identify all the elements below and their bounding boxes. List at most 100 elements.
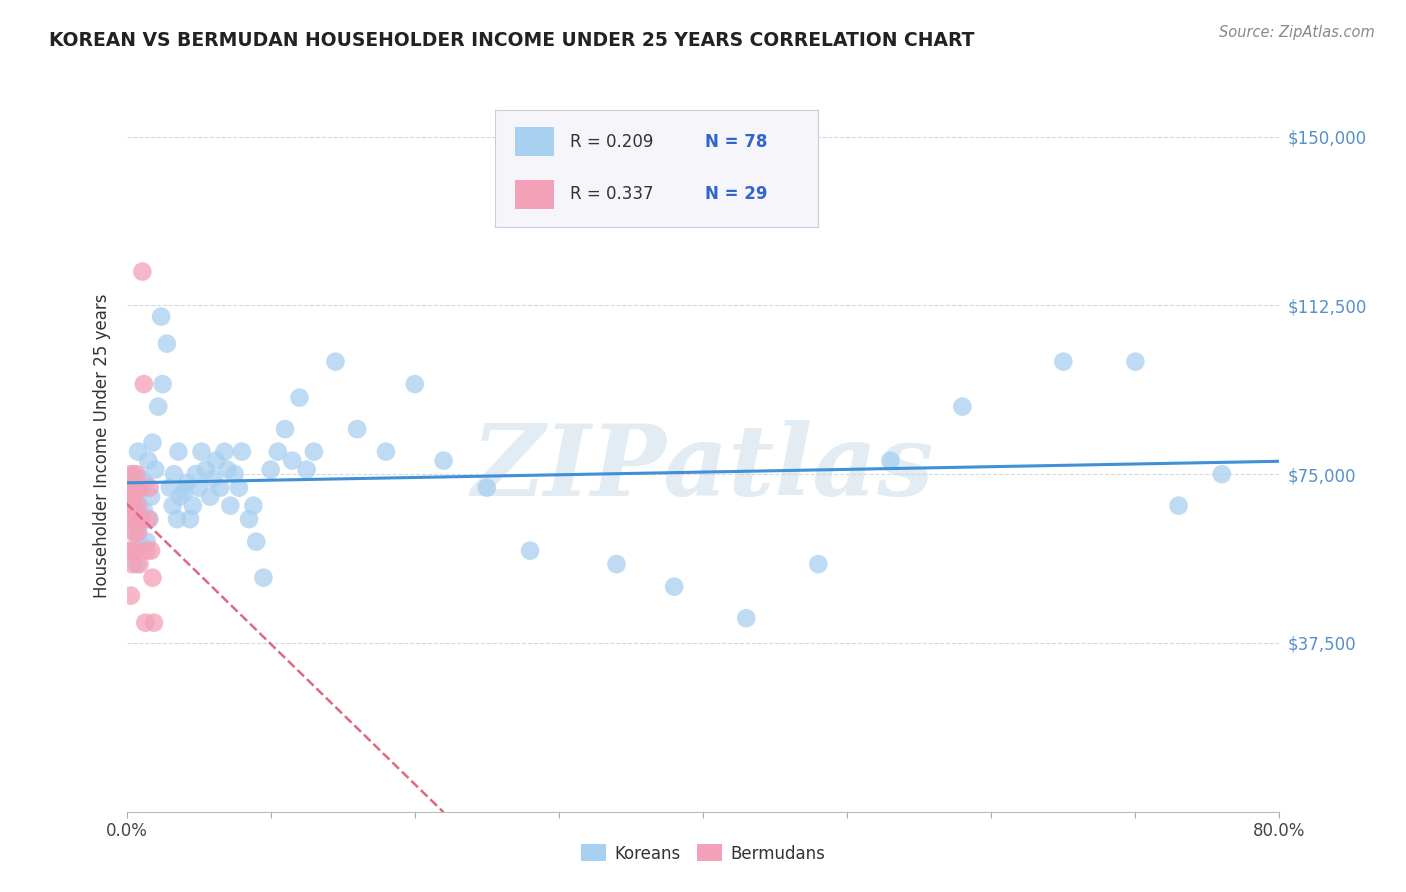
Koreans xyxy=(374,444,398,458)
Koreans xyxy=(325,354,347,368)
Koreans xyxy=(156,336,179,351)
Bermudans xyxy=(124,481,146,495)
Koreans xyxy=(127,444,149,458)
Bermudans xyxy=(122,499,145,513)
Koreans xyxy=(259,462,281,476)
Bermudans xyxy=(120,589,142,603)
Koreans xyxy=(519,543,541,558)
Koreans xyxy=(194,462,217,476)
Koreans xyxy=(136,453,159,467)
Koreans xyxy=(173,485,195,500)
Koreans xyxy=(274,422,297,436)
Koreans xyxy=(167,444,190,458)
Koreans xyxy=(150,310,173,324)
Koreans xyxy=(252,571,274,585)
Koreans xyxy=(122,467,145,482)
Bermudans xyxy=(125,467,148,482)
Koreans xyxy=(209,481,232,495)
Bermudans xyxy=(118,543,141,558)
Koreans xyxy=(664,580,686,594)
Bermudans xyxy=(127,525,149,540)
Bermudans xyxy=(132,377,155,392)
Koreans xyxy=(242,499,264,513)
Bermudans xyxy=(135,543,157,558)
Bermudans xyxy=(138,481,160,495)
Bermudans xyxy=(120,467,142,482)
Koreans xyxy=(1211,467,1233,482)
Koreans xyxy=(281,453,304,467)
Koreans xyxy=(606,557,628,571)
Koreans xyxy=(404,377,426,392)
Koreans xyxy=(245,534,267,549)
Koreans xyxy=(181,499,204,513)
Koreans xyxy=(162,499,184,513)
Koreans xyxy=(145,462,166,476)
Koreans xyxy=(1052,354,1074,368)
Koreans xyxy=(190,444,212,458)
Koreans xyxy=(125,557,148,571)
Koreans xyxy=(475,481,498,495)
Koreans xyxy=(148,400,170,414)
Koreans xyxy=(131,539,153,553)
Bermudans xyxy=(128,481,150,495)
Text: ZIPatlas: ZIPatlas xyxy=(472,420,934,516)
Koreans xyxy=(132,503,155,517)
Bermudans xyxy=(125,512,148,526)
Koreans xyxy=(346,422,368,436)
Koreans xyxy=(118,512,141,526)
Bermudans xyxy=(142,615,165,630)
Koreans xyxy=(184,467,207,482)
Koreans xyxy=(128,485,150,500)
Koreans xyxy=(159,481,181,495)
Koreans xyxy=(433,453,456,467)
Koreans xyxy=(295,462,318,476)
Text: Source: ZipAtlas.com: Source: ZipAtlas.com xyxy=(1219,25,1375,40)
Koreans xyxy=(134,476,156,491)
Koreans xyxy=(288,391,311,405)
Y-axis label: Householder Income Under 25 years: Householder Income Under 25 years xyxy=(93,293,111,599)
Bermudans xyxy=(127,499,149,513)
Bermudans xyxy=(117,499,139,513)
Koreans xyxy=(214,444,236,458)
Koreans xyxy=(202,472,225,486)
Koreans xyxy=(125,490,148,504)
Bermudans xyxy=(131,264,153,278)
Bermudans xyxy=(128,557,150,571)
Koreans xyxy=(124,525,146,540)
Koreans xyxy=(950,400,973,414)
Koreans xyxy=(139,490,162,504)
Koreans xyxy=(127,521,149,535)
Koreans xyxy=(1125,354,1147,368)
Bermudans xyxy=(121,557,143,571)
Koreans xyxy=(228,481,250,495)
Bermudans xyxy=(134,615,156,630)
Koreans xyxy=(217,462,239,476)
Legend: Koreans, Bermudans: Koreans, Bermudans xyxy=(574,838,832,869)
Koreans xyxy=(129,508,152,522)
Bermudans xyxy=(129,512,152,526)
Koreans xyxy=(224,467,246,482)
Koreans xyxy=(198,490,221,504)
Bermudans xyxy=(117,481,139,495)
Koreans xyxy=(138,512,160,526)
Koreans xyxy=(807,557,830,571)
Koreans xyxy=(267,444,290,458)
Koreans xyxy=(163,467,186,482)
Koreans xyxy=(879,453,901,467)
Bermudans xyxy=(118,512,141,526)
Koreans xyxy=(141,435,163,450)
Koreans xyxy=(219,499,242,513)
Text: KOREAN VS BERMUDAN HOUSEHOLDER INCOME UNDER 25 YEARS CORRELATION CHART: KOREAN VS BERMUDAN HOUSEHOLDER INCOME UN… xyxy=(49,31,974,50)
Koreans xyxy=(205,453,228,467)
Koreans xyxy=(179,512,201,526)
Koreans xyxy=(302,444,325,458)
Koreans xyxy=(735,611,758,625)
Koreans xyxy=(152,377,174,392)
Koreans xyxy=(122,499,145,513)
Koreans xyxy=(169,490,191,504)
Koreans xyxy=(1167,499,1189,513)
Koreans xyxy=(129,472,152,486)
Koreans xyxy=(176,476,198,491)
Bermudans xyxy=(141,571,163,585)
Bermudans xyxy=(124,543,146,558)
